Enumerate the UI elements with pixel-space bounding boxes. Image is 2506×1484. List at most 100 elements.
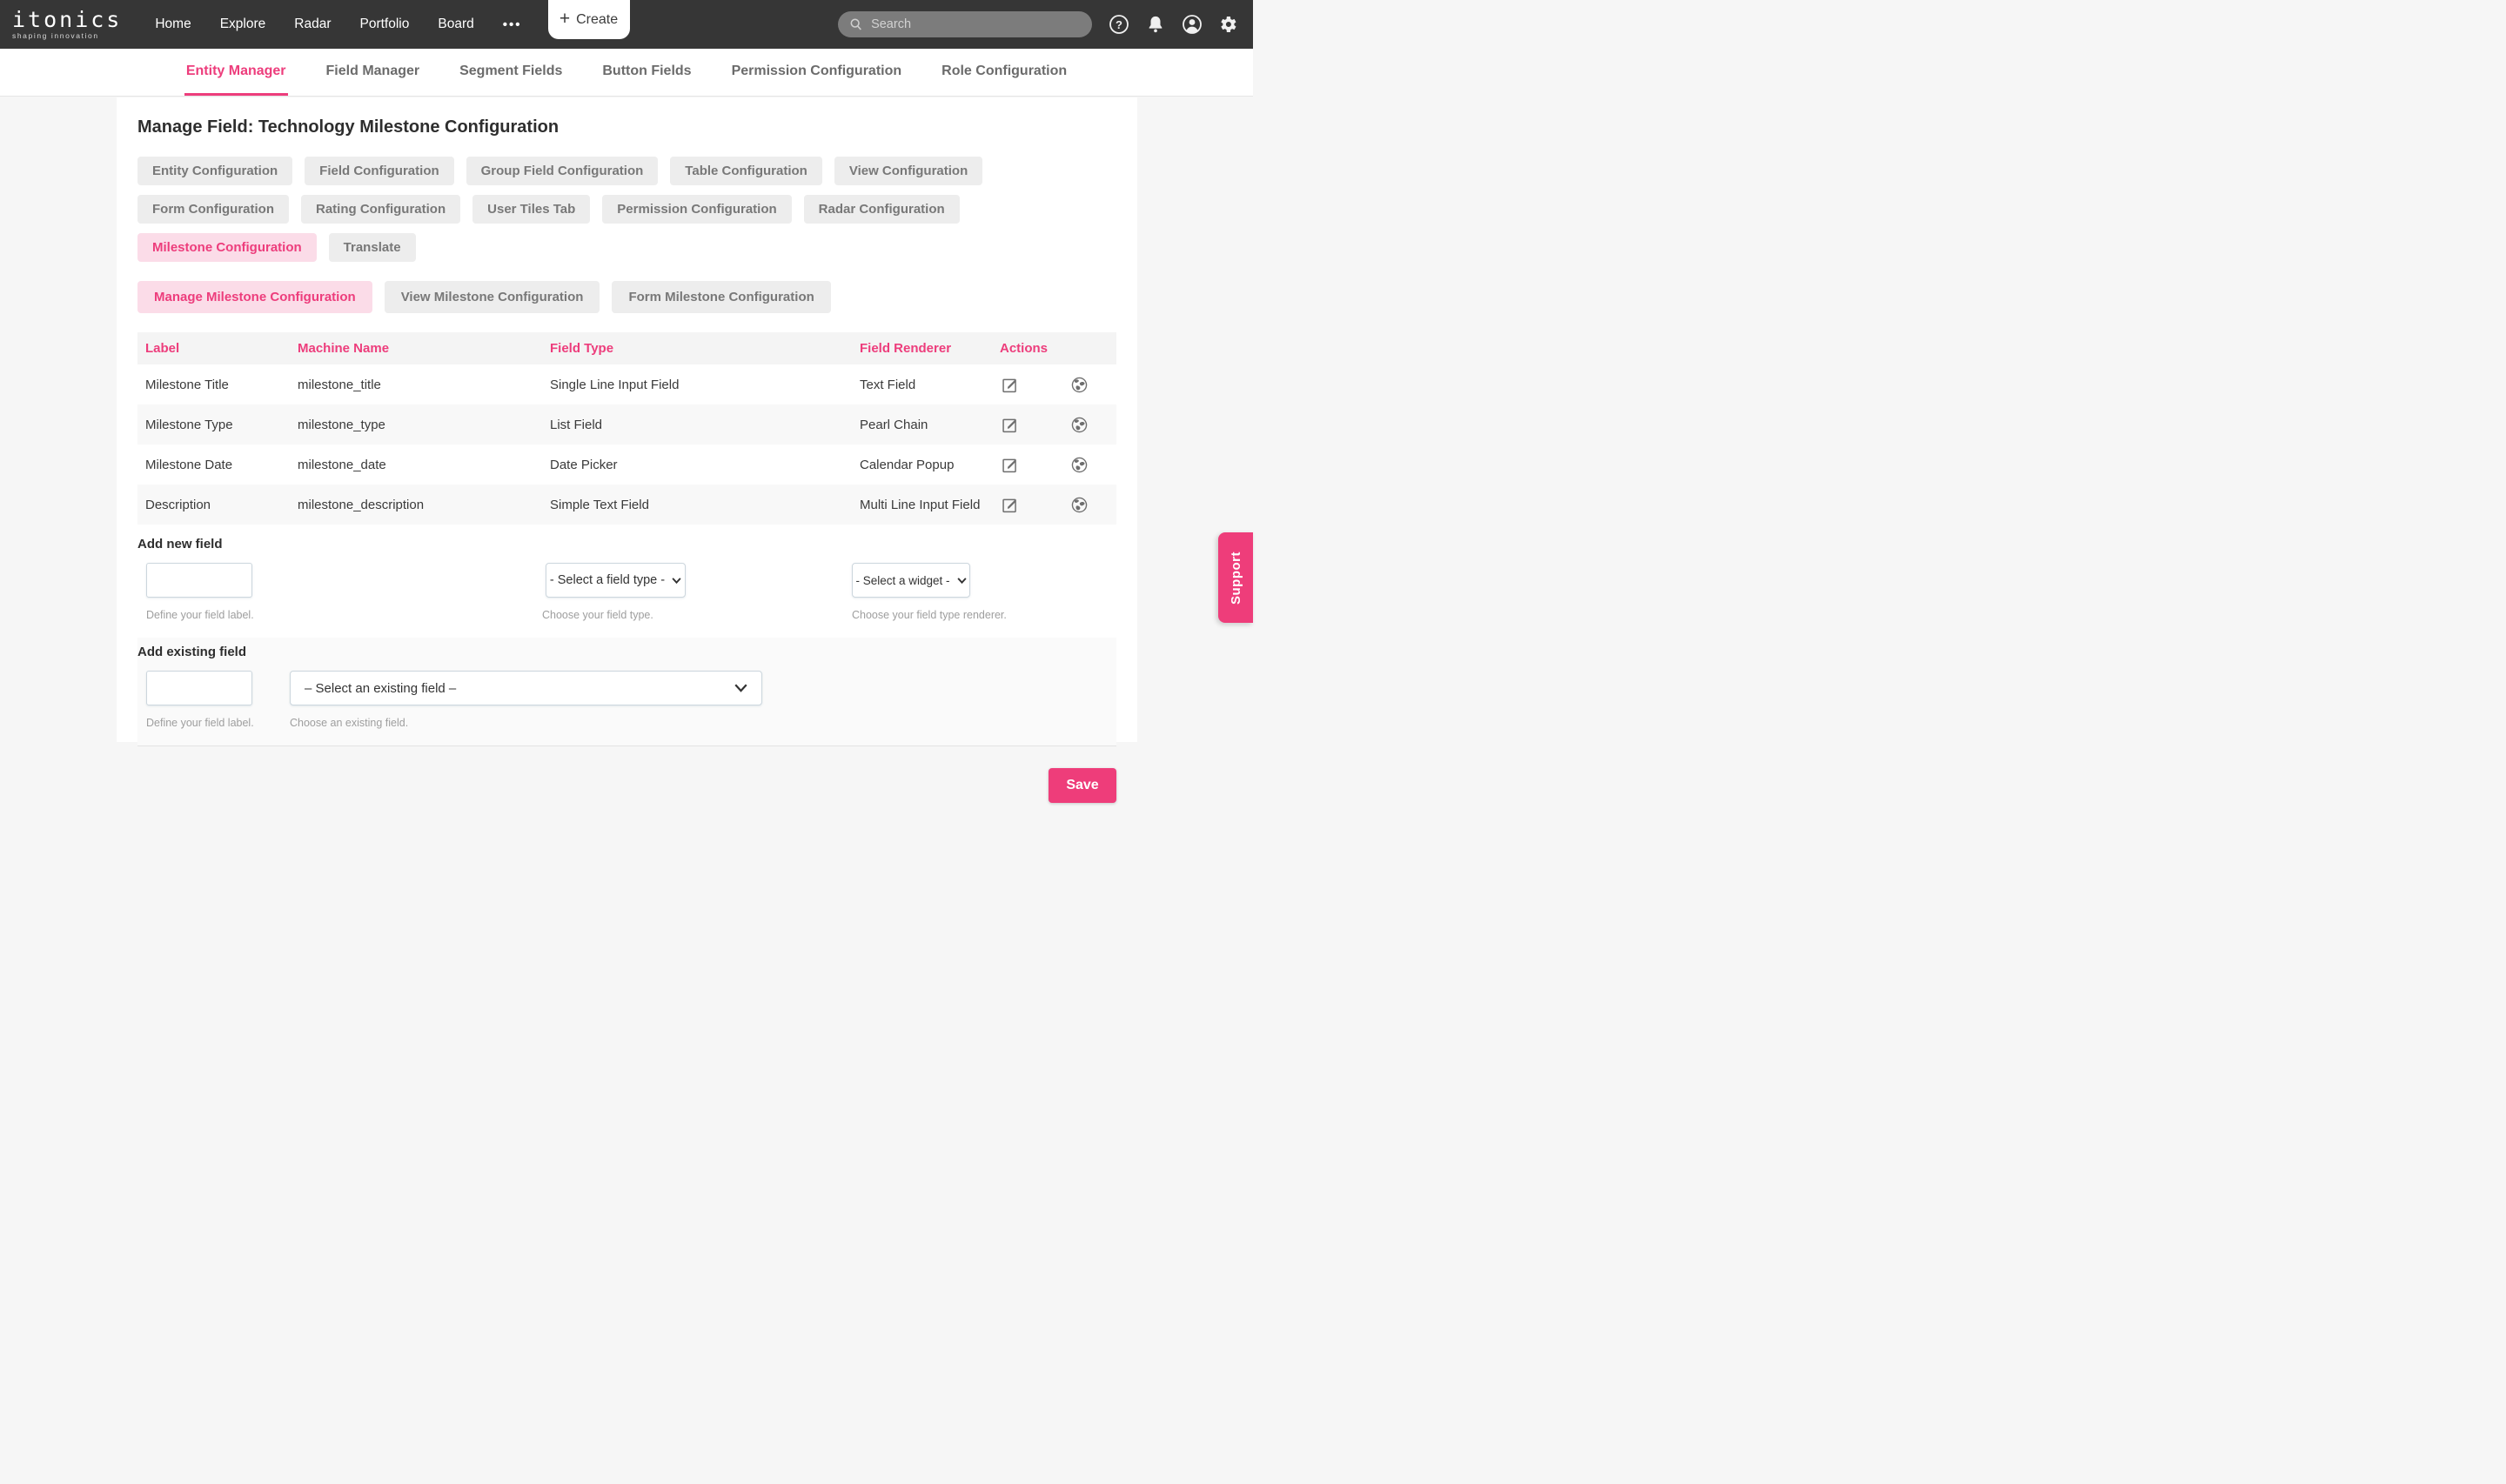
logo-text: itonics: [12, 6, 123, 32]
chevron-down-icon: [734, 684, 747, 692]
tab-button-fields[interactable]: Button Fields: [602, 63, 692, 78]
nav-item-home[interactable]: Home: [155, 17, 191, 31]
globe-icon[interactable]: [1069, 375, 1089, 394]
tab-role-configuration[interactable]: Role Configuration: [941, 63, 1068, 78]
support-tab[interactable]: Support: [1218, 532, 1253, 623]
existing-field-select[interactable]: – Select an existing field –: [290, 671, 762, 705]
page-background: Manage Field: Technology Milestone Confi…: [0, 97, 1253, 803]
table-row: Milestone Date milestone_date Date Picke…: [137, 445, 1116, 485]
globe-icon[interactable]: [1069, 495, 1089, 514]
helper-choose-type: Choose your field type.: [542, 609, 653, 621]
globe-icon[interactable]: [1069, 455, 1089, 474]
add-new-field-section: Add new field - Select a field type - - …: [137, 537, 1116, 623]
cell-machine-name: milestone_title: [298, 377, 381, 392]
profile-icon[interactable]: [1181, 14, 1203, 36]
create-button-label: Create: [576, 11, 619, 27]
column-header-field-renderer: Field Renderer: [852, 332, 992, 364]
nav-item-explore[interactable]: Explore: [219, 17, 266, 31]
support-tab-label: Support: [1228, 551, 1243, 605]
group-field-configuration-button[interactable]: Group Field Configuration: [466, 157, 659, 185]
tab-field-manager[interactable]: Field Manager: [325, 63, 420, 78]
cell-machine-name: milestone_type: [290, 404, 542, 445]
nav-more-icon[interactable]: •••: [502, 17, 522, 32]
translate-button[interactable]: Translate: [328, 233, 416, 262]
view-configuration-button[interactable]: View Configuration: [834, 157, 983, 185]
table-row: Milestone Title milestone_title Single L…: [137, 364, 1116, 404]
table-header-row: Label Machine Name Field Type Field Rend…: [137, 332, 1116, 364]
helper-define-label: Define your field label.: [146, 609, 254, 621]
column-header-machine-name: Machine Name: [290, 332, 542, 364]
edit-icon[interactable]: [1000, 415, 1019, 434]
entity-configuration-button[interactable]: Entity Configuration: [137, 157, 293, 185]
config-button-row-3: Milestone Configuration Translate: [137, 233, 1116, 262]
itonics-logo[interactable]: itonics shaping innovation: [12, 6, 123, 40]
edit-icon[interactable]: [1000, 495, 1019, 514]
form-configuration-button[interactable]: Form Configuration: [137, 195, 289, 224]
logo-tagline: shaping innovation: [12, 30, 99, 40]
table-row: Description milestone_description Simple…: [137, 485, 1116, 525]
search-icon: [848, 16, 864, 33]
column-header-actions: Actions: [992, 332, 1116, 364]
milestone-fields-table: Label Machine Name Field Type Field Rend…: [137, 332, 1116, 525]
permission-configuration-button[interactable]: Permission Configuration: [602, 195, 792, 224]
widget-select[interactable]: - Select a widget -: [852, 563, 970, 598]
form-milestone-configuration-tab[interactable]: Form Milestone Configuration: [612, 281, 831, 313]
nav-item-board[interactable]: Board: [438, 17, 474, 31]
cell-machine-name: milestone_date: [298, 457, 386, 472]
config-button-row-2: Form Configuration Rating Configuration …: [137, 195, 1116, 224]
content-card: Manage Field: Technology Milestone Confi…: [117, 97, 1137, 803]
globe-icon[interactable]: [1069, 415, 1089, 434]
edit-icon[interactable]: [1000, 375, 1019, 394]
column-header-label: Label: [137, 332, 290, 364]
widget-select-value: - Select a widget -: [855, 573, 950, 587]
cell-field-type: Simple Text Field: [542, 485, 852, 525]
save-row: Save: [137, 768, 1116, 803]
cell-field-renderer: Text Field: [860, 377, 916, 392]
svg-text:?: ?: [1116, 18, 1122, 31]
view-milestone-configuration-tab[interactable]: View Milestone Configuration: [384, 281, 600, 313]
tab-permission-configuration[interactable]: Permission Configuration: [731, 63, 902, 78]
search-input[interactable]: [871, 17, 1082, 31]
help-icon[interactable]: ?: [1108, 14, 1129, 36]
notifications-icon[interactable]: [1144, 14, 1166, 36]
nav-item-portfolio[interactable]: Portfolio: [359, 17, 410, 31]
milestone-subtab-row: Manage Milestone Configuration View Mile…: [137, 281, 1116, 313]
cell-label: Milestone Date: [145, 457, 233, 472]
field-configuration-button[interactable]: Field Configuration: [305, 157, 454, 185]
cell-field-type: Single Line Input Field: [550, 377, 680, 392]
tab-segment-fields[interactable]: Segment Fields: [459, 63, 563, 78]
create-button[interactable]: + Create: [547, 0, 630, 39]
top-navbar: itonics shaping innovation Home Explore …: [0, 0, 1253, 49]
config-button-row-1: Entity Configuration Field Configuration…: [137, 157, 1116, 185]
config-tabstrip: Entity Manager Field Manager Segment Fie…: [0, 49, 1253, 97]
field-type-select[interactable]: - Select a field type -: [546, 563, 686, 598]
plus-icon: +: [559, 8, 571, 29]
radar-configuration-button[interactable]: Radar Configuration: [803, 195, 960, 224]
add-existing-field-title: Add existing field: [137, 645, 247, 659]
save-button[interactable]: Save: [1049, 768, 1116, 803]
edit-icon[interactable]: [1000, 455, 1019, 474]
cell-label: Milestone Type: [137, 404, 290, 445]
cell-label: Description: [137, 485, 290, 525]
tab-entity-manager[interactable]: Entity Manager: [184, 49, 288, 96]
cell-field-renderer: Multi Line Input Field: [852, 485, 992, 525]
main-nav: Home Explore Radar Portfolio Board •••: [155, 17, 521, 32]
existing-field-label-input[interactable]: [146, 671, 252, 705]
table-configuration-button[interactable]: Table Configuration: [670, 157, 822, 185]
manage-milestone-configuration-tab[interactable]: Manage Milestone Configuration: [137, 281, 372, 313]
field-type-select-value: - Select a field type -: [549, 573, 666, 587]
cell-field-type: List Field: [542, 404, 852, 445]
nav-item-radar[interactable]: Radar: [294, 17, 332, 31]
column-header-field-type: Field Type: [542, 332, 852, 364]
new-field-label-input[interactable]: [146, 563, 252, 598]
chevron-down-icon: [672, 577, 681, 584]
settings-icon[interactable]: [1217, 14, 1239, 36]
search-bar[interactable]: [838, 11, 1092, 37]
add-existing-field-section: Add existing field – Select an existing …: [137, 638, 1116, 746]
table-row: Milestone Type milestone_type List Field…: [137, 404, 1116, 445]
rating-configuration-button[interactable]: Rating Configuration: [300, 195, 461, 224]
user-tiles-tab-button[interactable]: User Tiles Tab: [472, 195, 591, 224]
existing-field-select-value: – Select an existing field –: [305, 680, 457, 696]
milestone-configuration-button[interactable]: Milestone Configuration: [137, 233, 317, 262]
chevron-down-icon: [956, 577, 967, 584]
